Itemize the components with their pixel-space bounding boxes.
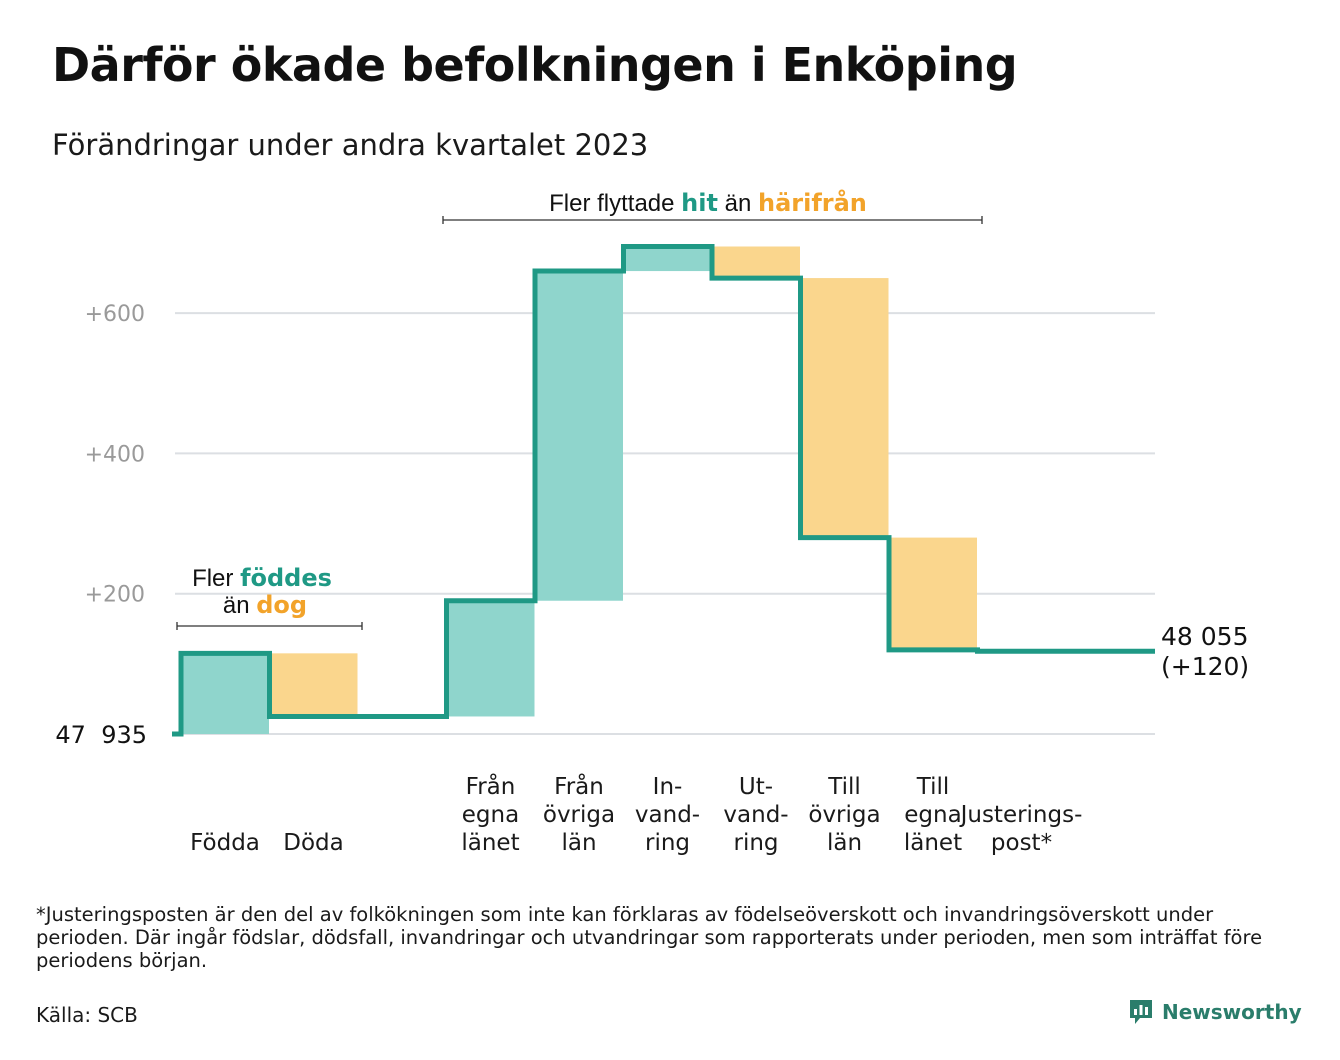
decrease-bar [712,246,800,279]
category-label: ring [733,830,778,856]
category-label: egna [904,802,961,828]
labels-layer: Födda DödaFrånegnalänetFrånövrigalänIn-va… [55,622,1249,856]
category-label: Döda [283,830,343,856]
category-label: län [561,830,596,856]
migration-annotation-part: härifrån [758,188,867,217]
births-annotation-line1-part: Fler [192,565,240,592]
decrease-bar [800,278,889,538]
births-annotation-line1-part: föddes [240,564,332,592]
births-annotation-line2: än dog [223,591,307,619]
category-label: vand- [635,802,700,828]
increase-bar [623,246,712,272]
cumulative-step-line [172,244,1155,737]
footnote: *Justeringsposten är den del av folkökni… [36,903,1263,972]
category-label: övriga [543,802,615,828]
category-label: egna [462,802,519,828]
increase-bar [535,271,623,601]
migration-annotation-part: Fler flyttade [549,190,681,217]
category-label: ring [645,830,690,856]
births-annotation-line2-part: än [223,592,256,619]
births-annotation-line1: Fler föddes [192,564,332,592]
category-label: Från [554,772,604,800]
births-annotation-line2-part: dog [256,591,307,619]
category-label: Födda [190,830,260,856]
category-label: Justerings- [959,802,1083,828]
y-tick-label: +400 [85,442,145,467]
source-label: Källa: SCB [36,1003,138,1027]
y-tick-label: +200 [85,583,145,608]
bars-layer [181,246,977,734]
category-label: Från [466,772,516,800]
migration-annotation-part: hit [681,189,718,217]
chart-title: Därför ökade befolkningen i Enköping [52,38,1018,92]
category-label: Till [916,774,950,800]
decrease-bar [889,537,977,650]
migration-annotation-part: än [718,190,758,217]
end-value-label: 48 055 [1161,622,1248,651]
y-tick-label: +600 [85,302,145,327]
increase-bar [181,653,269,734]
category-label: Till [827,774,861,800]
newsworthy-logo-icon [1130,1000,1152,1024]
chart-subtitle: Förändringar under andra kvartalet 2023 [52,128,649,162]
category-label: post* [991,830,1052,856]
migration-annotation: Fler flyttade hit än härifrån [549,188,867,217]
category-label: övriga [808,802,880,828]
category-label: länet [904,830,962,856]
category-label: länet [461,830,519,856]
end-change-label: (+120) [1161,652,1249,681]
category-label: In- [653,774,683,800]
decrease-bar [269,653,358,717]
brand-name: Newsworthy [1162,1000,1302,1024]
step-line-layer [172,244,1155,737]
category-label: län [827,830,862,856]
grid-layer: +200 +400 +600 [85,302,1155,735]
increase-bar [446,600,535,717]
waterfall-chart: +200+400+600 Födda DödaFrånegnalänetFrånö… [55,188,1249,856]
brand-logo[interactable]: Newsworthy [1128,998,1302,1026]
category-label: vand- [723,802,788,828]
category-label: Ut- [739,774,773,800]
start-value-label: 47 935 [55,721,147,749]
